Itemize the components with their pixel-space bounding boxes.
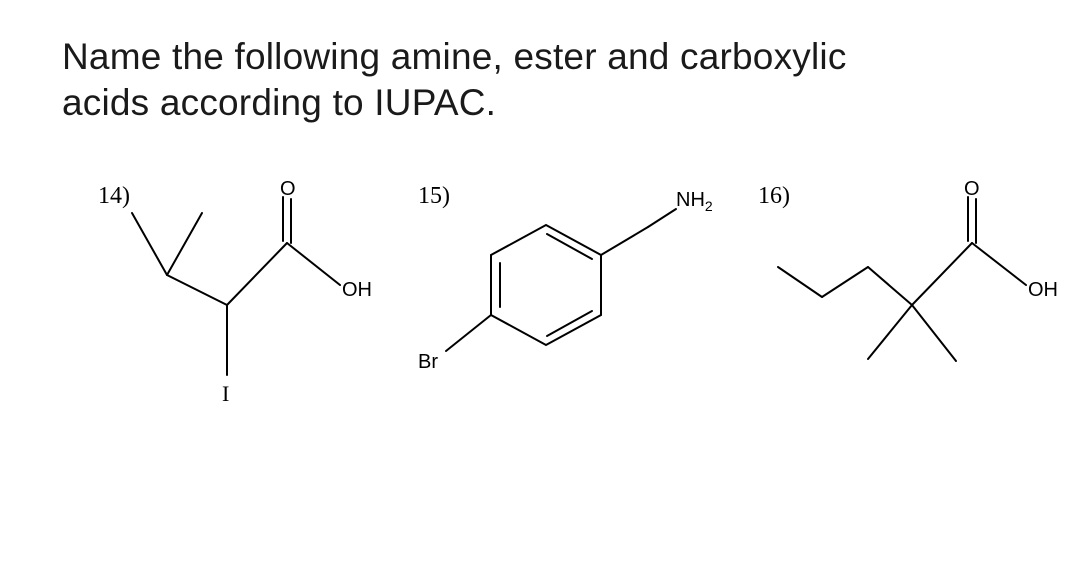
structures-row: 14) (62, 175, 1018, 445)
problem-number-15: 15) (418, 183, 450, 210)
structure-15-svg (396, 175, 736, 445)
problem-number-14: 14) (98, 183, 130, 210)
panel-15: 15) NH2 Br (396, 175, 736, 445)
label-i-14: I (222, 381, 229, 407)
structure-16-svg: O (750, 175, 1070, 445)
page: Name the following amine, ester and carb… (0, 0, 1080, 445)
svg-text:O: O (964, 178, 980, 200)
label-nh2-15: NH2 (676, 189, 713, 214)
label-oh-14: OH (342, 279, 372, 302)
question-text: Name the following amine, ester and carb… (62, 34, 1018, 127)
panel-14: 14) (62, 175, 382, 435)
label-br-15: Br (418, 351, 438, 374)
panel-16: 16) (750, 175, 1070, 445)
label-oh-16: OH (1028, 279, 1058, 302)
problem-number-16: 16) (758, 183, 790, 210)
svg-text:O: O (280, 178, 296, 200)
question-line-1: Name the following amine, ester and carb… (62, 36, 847, 77)
question-line-2: acids according to IUPAC. (62, 82, 496, 123)
